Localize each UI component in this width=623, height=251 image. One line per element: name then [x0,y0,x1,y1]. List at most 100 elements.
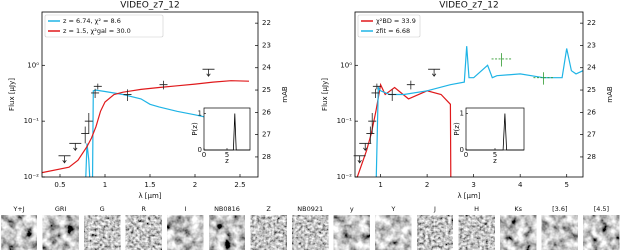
inset-y-tick-label: 0 [460,146,464,154]
series-line [356,82,452,177]
thumbnail [167,215,204,250]
legend-box [357,14,421,38]
thumbnail [250,215,287,250]
inset-y-label: P(z) [453,122,461,136]
thumbnail-label: NB0816 [214,205,240,213]
x-tick-label: 1 [103,181,107,189]
y2-tick-label: 22 [587,19,596,27]
limit-arrow [206,69,211,77]
plot-frame [354,11,584,178]
thumbnail-label: GRI [55,205,67,213]
y2-tick-label: 26 [262,108,271,116]
plot [42,80,250,177]
series-line [375,46,583,177]
inset-frame [465,107,525,151]
y2-tick-label: 23 [262,41,271,49]
chart-title: VIDEO_z7_12 [120,1,179,11]
thumbnail [84,215,121,250]
thumbnail [125,215,162,250]
y2-tick-label: 25 [587,86,596,94]
thumbnail-label: R [142,205,147,213]
x-axis-label: λ [μm] [457,192,480,200]
y2-axis-label: mAB [606,86,614,103]
thumbnail-label: Y+J [12,205,24,213]
y-tick-label: 10⁰ [340,61,352,69]
inset-x-tick-label: 5 [493,151,497,159]
x-tick-label: 2.5 [234,181,245,189]
y-tick-label: 10⁰ [27,61,39,69]
pz-line [204,113,250,151]
thumbnail [458,215,495,250]
inset-x-tick-label: 5 [225,151,229,159]
x-tick-label: 2 [425,181,429,189]
inset-frame [203,107,251,151]
y-axis-label: Flux [μJy] [321,78,329,111]
thumbnail-label: [4.5] [594,205,609,213]
y-axis-label: Flux [μJy] [8,78,16,111]
thumbnail-label: y [350,205,354,213]
y2-axis-label: mAB [281,86,289,103]
x-tick-label: 4 [518,181,523,189]
legend-box [44,14,164,38]
thumbnail-label: G [100,205,105,213]
x-tick-label: 5 [564,181,568,189]
thumbnail-label: H [474,205,479,213]
x-tick-label: 3 [471,181,475,189]
thumbnail [292,215,329,250]
thumbnail [209,215,245,250]
y2-tick-label: 26 [587,108,596,116]
thumbnail [333,215,370,250]
inset-y-tick-label: 1 [198,109,202,117]
x-tick-label: 0.5 [54,181,65,189]
y2-tick-label: 27 [587,131,596,139]
thumbnail-label: [3.6] [552,205,567,213]
series-line [42,80,250,174]
x-axis-label: λ [μm] [138,192,161,200]
thumbnail-label: Z [266,205,271,213]
series-line [85,89,250,177]
thumbnail [42,215,79,250]
y2-tick-label: 25 [262,86,271,94]
thumbnail [417,215,453,250]
y2-tick-label: 24 [262,64,271,72]
inset-y-tick-label: 1 [460,109,464,117]
inset-y-tick-label: 0 [198,146,202,154]
pz-line [466,113,524,151]
thumbnail [500,215,537,250]
legend-label: z = 6.74, χ² = 8.6 [63,17,121,25]
y2-tick-label: 27 [262,131,271,139]
chart-title: VIDEO_z7_12 [439,1,498,11]
legend-label: z = 1.5, χ²gal = 30.0 [63,27,131,35]
inset-y-label: P(z) [191,122,199,136]
thumbnail-label: NB0921 [297,205,323,213]
thumbnail [375,215,412,250]
y2-tick-label: 23 [587,41,596,49]
y2-tick-label: 22 [262,19,271,27]
limit-arrow [62,155,67,164]
limit-arrow [357,155,362,164]
x-tick-label: 1.5 [144,181,155,189]
y-tick-label: 10⁻² [24,173,40,181]
thumbnail [541,215,578,250]
y-tick-label: 10⁻¹ [24,117,40,125]
thumbnail-label: Ks [514,205,522,213]
inset-x-tick-label: 0 [464,151,468,159]
thumbnail-label: J [433,205,436,213]
y-tick-label: 10⁻¹ [337,117,353,125]
limit-arrow [431,69,437,77]
limit-arrow [363,143,368,152]
thumbnail [1,215,37,250]
thumbnail [583,215,620,250]
inset-x-tick-label: 0 [202,151,206,159]
inset-x-label: z [225,157,229,165]
y2-tick-label: 28 [262,153,271,161]
legend-label: χ²BD = 33.9 [376,17,416,25]
x-tick-label: 2 [193,181,197,189]
x-tick-label: 1 [378,181,382,189]
limit-arrow [73,143,78,152]
y-tick-label: 10⁻² [337,173,353,181]
legend-label: zfit = 6.68 [376,27,410,35]
thumbnail-label: Y [390,205,395,213]
y2-tick-label: 28 [587,153,596,161]
